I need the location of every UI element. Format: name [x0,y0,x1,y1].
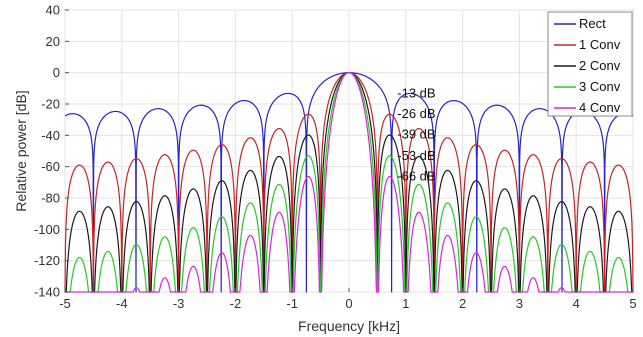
y-tick-label: 40 [46,3,60,18]
y-tick-label: -60 [41,159,60,174]
x-tick-label: 4 [573,296,580,311]
sidelobe-annotation: -53 dB [397,148,435,163]
y-tick-label: -40 [41,128,60,143]
x-tick-label: -5 [59,296,71,311]
sidelobe-annotation: -39 dB [397,126,435,141]
x-tick-label: 5 [629,296,636,311]
legend-label-4-conv: 4 Conv [579,100,621,115]
y-tick-label: -120 [34,253,60,268]
x-axis-label: Frequency [kHz] [298,318,400,334]
series-line-4-conv [64,72,634,293]
x-tick-label: 0 [345,296,352,311]
x-axis-ticks: -5 -4 -3 -2 -1 0 1 2 3 4 5 [59,288,637,311]
y-axis-label: Relative power [dB] [13,90,29,211]
plot-area: -13 dB -26 dB -39 dB -53 dB -66 dB [64,9,634,293]
x-tick-label: -2 [230,296,242,311]
x-tick-label: -3 [173,296,185,311]
y-tick-label: 20 [46,34,60,49]
y-tick-label: 0 [53,65,60,80]
x-tick-label: 1 [402,296,409,311]
legend-box [547,11,633,117]
x-tick-label: -4 [116,296,128,311]
legend: Rect 1 Conv 2 Conv 3 Conv 4 Conv [547,11,633,117]
y-tick-label: -20 [41,97,60,112]
y-axis-ticks: 40 20 0 -20 -40 -60 -80 -100 -120 -140 [34,3,69,300]
x-tick-label: 3 [516,296,523,311]
legend-label-3-conv: 3 Conv [579,79,621,94]
series-layer [64,72,634,293]
y-tick-label: -140 [34,285,60,300]
x-tick-label: 2 [459,296,466,311]
sidelobe-annotation: -66 dB [397,169,435,184]
legend-label-1-conv: 1 Conv [579,37,621,52]
sidelobe-annotation: -13 dB [397,86,435,101]
legend-label-2-conv: 2 Conv [579,58,621,73]
x-tick-label: -1 [286,296,298,311]
y-tick-label: -80 [41,191,60,206]
annotations: -13 dB -26 dB -39 dB -53 dB -66 dB [397,86,435,184]
y-tick-label: -100 [34,222,60,237]
sidelobe-annotation: -26 dB [397,106,435,121]
legend-label-rect: Rect [579,16,606,31]
